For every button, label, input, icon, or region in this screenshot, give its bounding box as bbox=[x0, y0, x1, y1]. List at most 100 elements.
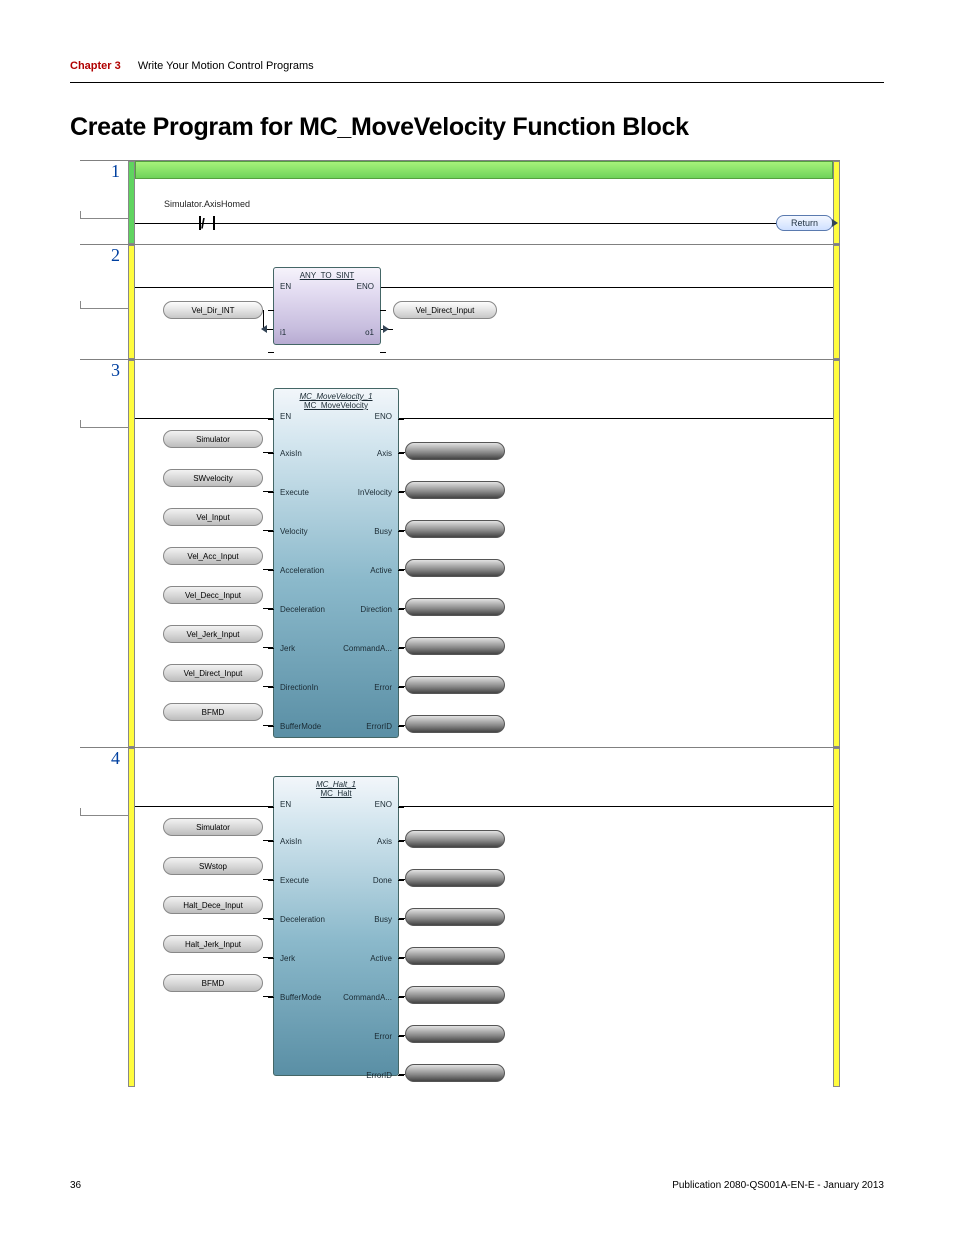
out-axis[interactable] bbox=[405, 830, 505, 848]
var-halt_dece_input[interactable]: Halt_Dece_Input bbox=[163, 896, 263, 914]
fb4-en: EN bbox=[280, 800, 291, 809]
right-rail-3 bbox=[833, 360, 840, 747]
fb-mc-halt[interactable]: MC_Halt_1 MC_Halt EN ENO AxisIn Execute De… bbox=[273, 776, 399, 1076]
arrow-in-icon bbox=[261, 325, 267, 333]
pin-direction: Direction bbox=[360, 605, 392, 614]
pin-buffermode: BufferMode bbox=[280, 722, 321, 731]
nc-contact[interactable]: / bbox=[195, 216, 219, 230]
arrow-out-icon bbox=[383, 325, 389, 333]
pin-jerk: Jerk bbox=[280, 644, 295, 653]
fb4-title: MC_Halt_1 bbox=[274, 777, 398, 789]
page-number: 36 bbox=[70, 1180, 81, 1191]
out-error[interactable] bbox=[405, 1025, 505, 1043]
out-done[interactable] bbox=[405, 869, 505, 887]
page-title: Create Program for MC_MoveVelocity Funct… bbox=[70, 113, 884, 142]
out-direction[interactable] bbox=[405, 598, 505, 616]
rung-4: 4 MC_Halt_1 MC_Halt EN ENO AxisIn Execute… bbox=[80, 747, 840, 1087]
var-swvelocity[interactable]: SWvelocity bbox=[163, 469, 263, 487]
out-busy[interactable] bbox=[405, 520, 505, 538]
out-axis[interactable] bbox=[405, 442, 505, 460]
fb3-title: MC_MoveVelocity_1 bbox=[274, 389, 398, 401]
out-errorid[interactable] bbox=[405, 1064, 505, 1082]
right-rail-2 bbox=[833, 245, 840, 359]
pin-deceleration: Deceleration bbox=[280, 605, 325, 614]
out-error[interactable] bbox=[405, 676, 505, 694]
pin-directionin: DirectionIn bbox=[280, 683, 318, 692]
rung-3-number: 3 bbox=[80, 360, 128, 381]
pin-busy: Busy bbox=[374, 527, 392, 536]
pin-commanda: CommandA... bbox=[343, 644, 392, 653]
pin-jerk: Jerk bbox=[280, 954, 295, 963]
pin-axisin: AxisIn bbox=[280, 837, 302, 846]
out-invelocity[interactable] bbox=[405, 481, 505, 499]
pin-commanda: CommandA... bbox=[343, 993, 392, 1002]
arrow-right-icon bbox=[832, 219, 838, 227]
left-rail-2 bbox=[128, 245, 135, 359]
fb2-i1: i1 bbox=[280, 328, 286, 337]
fb-any-to-sint[interactable]: ANY_TO_SINT EN ENO i1 o1 bbox=[273, 267, 381, 345]
fb-mc-movevelocity[interactable]: MC_MoveVelocity_1 MC_MoveVelocity EN ENO… bbox=[273, 388, 399, 738]
var-simulator[interactable]: Simulator bbox=[163, 430, 263, 448]
left-rail-1 bbox=[128, 161, 135, 244]
pin-axis: Axis bbox=[377, 837, 392, 846]
left-rail-3 bbox=[128, 360, 135, 747]
chapter-subtitle: Write Your Motion Control Programs bbox=[138, 60, 314, 72]
pin-done: Done bbox=[373, 876, 392, 885]
chapter-header: Chapter 3 Write Your Motion Control Prog… bbox=[70, 60, 884, 72]
out-active[interactable] bbox=[405, 559, 505, 577]
var-swstop[interactable]: SWstop bbox=[163, 857, 263, 875]
var-bfmd[interactable]: BFMD bbox=[163, 703, 263, 721]
pin-errorid: ErrorID bbox=[366, 1071, 392, 1080]
fb3-eno: ENO bbox=[375, 412, 392, 421]
pin-execute: Execute bbox=[280, 876, 309, 885]
var-vel_decc_input[interactable]: Vel_Decc_Input bbox=[163, 586, 263, 604]
var-vel_acc_input[interactable]: Vel_Acc_Input bbox=[163, 547, 263, 565]
rung-1-greenbar bbox=[135, 161, 833, 179]
var-vel_input[interactable]: Vel_Input bbox=[163, 508, 263, 526]
out-active[interactable] bbox=[405, 947, 505, 965]
var-vel-direct-input[interactable]: Vel_Direct_Input bbox=[393, 301, 497, 319]
contact-label: Simulator.AxisHomed bbox=[147, 199, 267, 209]
right-rail-4 bbox=[833, 748, 840, 1087]
fb2-o1: o1 bbox=[365, 328, 374, 337]
left-rail-4 bbox=[128, 748, 135, 1087]
fb4-sub: MC_Halt bbox=[274, 789, 398, 798]
var-bfmd[interactable]: BFMD bbox=[163, 974, 263, 992]
pin-errorid: ErrorID bbox=[366, 722, 392, 731]
fb2-en: EN bbox=[280, 282, 291, 291]
pin-buffermode: BufferMode bbox=[280, 993, 321, 1002]
right-rail-1 bbox=[833, 161, 840, 244]
fb3-sub: MC_MoveVelocity bbox=[274, 401, 398, 410]
fb4-eno: ENO bbox=[375, 800, 392, 809]
out-errorid[interactable] bbox=[405, 715, 505, 733]
out-commanda[interactable] bbox=[405, 986, 505, 1004]
pin-axisin: AxisIn bbox=[280, 449, 302, 458]
rung-4-number: 4 bbox=[80, 748, 128, 769]
page-footer: 36 Publication 2080-QS001A-EN-E - Januar… bbox=[70, 1180, 884, 1191]
publication-id: Publication 2080-QS001A-EN-E - January 2… bbox=[672, 1180, 884, 1191]
pin-deceleration: Deceleration bbox=[280, 915, 325, 924]
var-vel-dir-int[interactable]: Vel_Dir_INT bbox=[163, 301, 263, 319]
header-rule bbox=[70, 82, 884, 83]
pin-execute: Execute bbox=[280, 488, 309, 497]
pin-error: Error bbox=[374, 1032, 392, 1041]
rung-2-number: 2 bbox=[80, 245, 128, 266]
rung-2: 2 ANY_TO_SINT EN ENO i1 o1 bbox=[80, 244, 840, 359]
var-vel_jerk_input[interactable]: Vel_Jerk_Input bbox=[163, 625, 263, 643]
pin-error: Error bbox=[374, 683, 392, 692]
out-commanda[interactable] bbox=[405, 637, 505, 655]
fb3-en: EN bbox=[280, 412, 291, 421]
pin-velocity: Velocity bbox=[280, 527, 308, 536]
return-button[interactable]: Return bbox=[776, 215, 833, 231]
fb2-title: ANY_TO_SINT bbox=[274, 268, 380, 280]
ladder-diagram: 1 Simulator.AxisHomed / Return 2 bbox=[80, 160, 840, 1087]
out-busy[interactable] bbox=[405, 908, 505, 926]
fb2-eno: ENO bbox=[357, 282, 374, 291]
var-vel_direct_input[interactable]: Vel_Direct_Input bbox=[163, 664, 263, 682]
pin-active: Active bbox=[370, 954, 392, 963]
var-simulator[interactable]: Simulator bbox=[163, 818, 263, 836]
var-halt_jerk_input[interactable]: Halt_Jerk_Input bbox=[163, 935, 263, 953]
pin-invelocity: InVelocity bbox=[358, 488, 392, 497]
pin-busy: Busy bbox=[374, 915, 392, 924]
chapter-number: Chapter 3 bbox=[70, 60, 121, 72]
